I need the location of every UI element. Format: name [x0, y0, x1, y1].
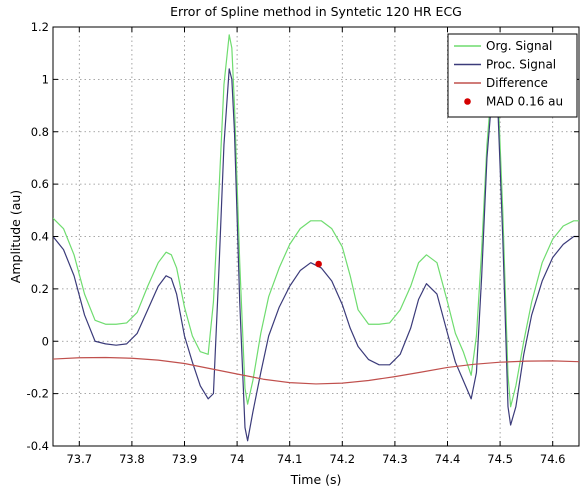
legend: Org. Signal Proc. Signal Difference MAD 0.1… — [447, 33, 578, 118]
legend-swatch — [464, 98, 471, 105]
legend-label: Org. Signal — [486, 39, 552, 53]
y-tick-label: 0.4 — [31, 230, 49, 244]
x-tick-label: 73.9 — [172, 452, 198, 466]
chart-title: Error of Spline method in Syntetic 120 H… — [170, 4, 462, 19]
x-axis-label: Time (s) — [290, 472, 342, 487]
y-tick-label: -0.2 — [27, 387, 49, 401]
y-tick-label: 1 — [42, 72, 49, 86]
y-tick-label: 0.2 — [31, 282, 49, 296]
y-tick-label: -0.4 — [27, 439, 49, 453]
x-tick-label: 74 — [230, 452, 245, 466]
mad-marker-point — [315, 260, 322, 268]
y-tick-label: 0.8 — [31, 125, 49, 139]
x-tick-label: 74.5 — [487, 452, 513, 466]
y-tick-label: 0 — [42, 334, 49, 348]
x-tick-label: 74.6 — [540, 452, 566, 466]
series-line-difference — [53, 356, 579, 385]
series-line-proc-signal — [53, 68, 579, 442]
legend-label: Proc. Signal — [486, 58, 556, 72]
x-tick-label: 73.7 — [66, 452, 92, 466]
legend-label: MAD 0.16 au — [486, 95, 563, 109]
x-tick-label: 74.1 — [277, 452, 303, 466]
tick-layer: 73.7 73.8 73.9 74 74.1 74.2 74.3 74.4 74.5 74.6 -0… — [27, 20, 579, 466]
x-tick-label: 74.4 — [435, 452, 461, 466]
y-axis-label: Amplitude (au) — [8, 190, 23, 283]
y-tick-label: 1.2 — [31, 20, 49, 34]
x-tick-label: 73.8 — [119, 452, 145, 466]
x-tick-label: 74.2 — [329, 452, 355, 466]
x-tick-label: 74.3 — [382, 452, 408, 466]
y-tick-label: 0.6 — [31, 177, 49, 191]
legend-label: Difference — [486, 76, 548, 90]
